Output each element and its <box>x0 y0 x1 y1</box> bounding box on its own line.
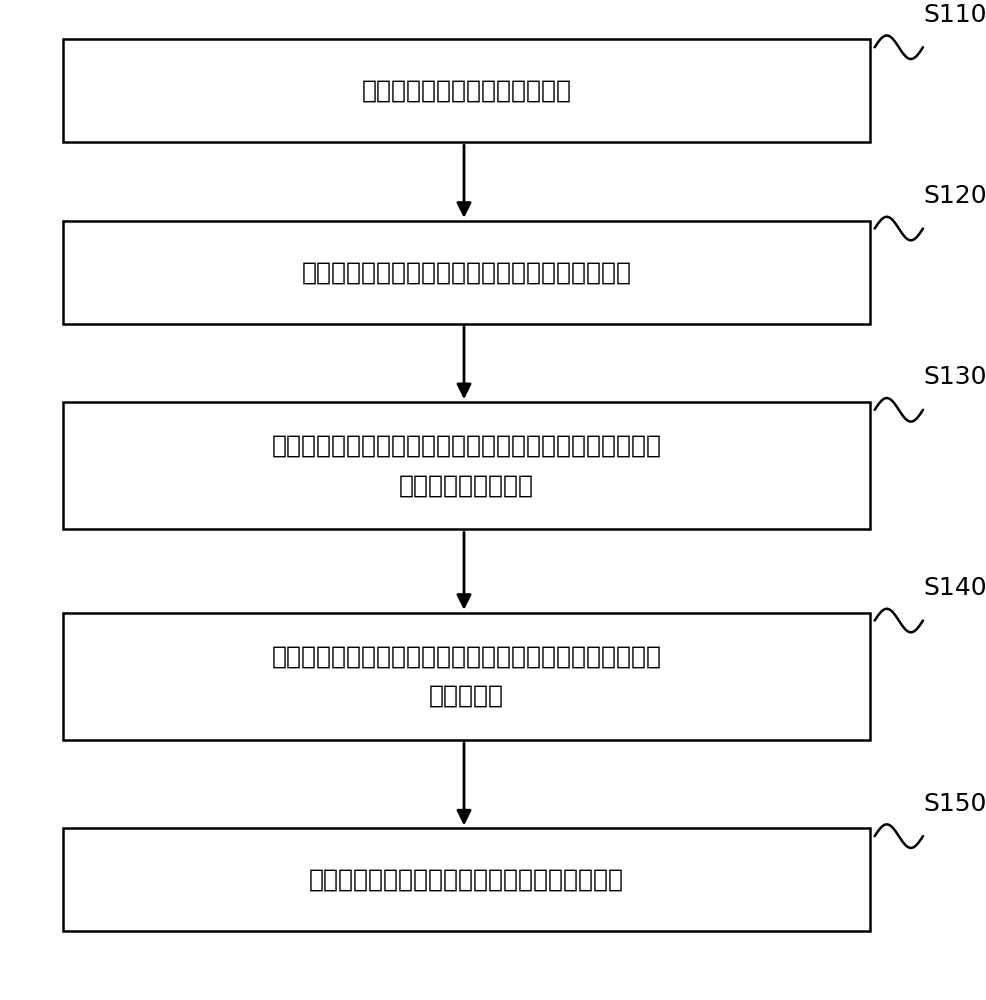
Text: 到聚合结果: 到聚合结果 <box>429 684 504 708</box>
Text: 根据基因数据，确定基因特征矩阵和基因邻接矩阵: 根据基因数据，确定基因特征矩阵和基因邻接矩阵 <box>302 260 631 284</box>
Text: S150: S150 <box>923 792 986 816</box>
FancyBboxPatch shape <box>63 39 870 142</box>
Text: 将聚合结果输入分类器进行分类，得到诊断结果: 将聚合结果输入分类器进行分类，得到诊断结果 <box>309 868 624 892</box>
Text: S120: S120 <box>923 184 986 208</box>
Text: 将多个图卷积网络层通过增强图卷积神经网络进行聚合，得: 将多个图卷积网络层通过增强图卷积神经网络进行聚合，得 <box>271 645 662 669</box>
Text: 将基因特征矩阵和基因邻接矩阵，输入图卷积神经网络，得: 将基因特征矩阵和基因邻接矩阵，输入图卷积神经网络，得 <box>271 434 662 458</box>
FancyBboxPatch shape <box>63 402 870 529</box>
Text: S110: S110 <box>923 3 986 27</box>
Text: 到多个图卷积网络层: 到多个图卷积网络层 <box>399 473 534 497</box>
FancyBboxPatch shape <box>63 221 870 324</box>
Text: 获取待检组织集对应的基因数据: 获取待检组织集对应的基因数据 <box>362 79 572 103</box>
Text: S140: S140 <box>923 576 986 600</box>
FancyBboxPatch shape <box>63 613 870 740</box>
FancyBboxPatch shape <box>63 828 870 931</box>
Text: S130: S130 <box>923 365 986 389</box>
